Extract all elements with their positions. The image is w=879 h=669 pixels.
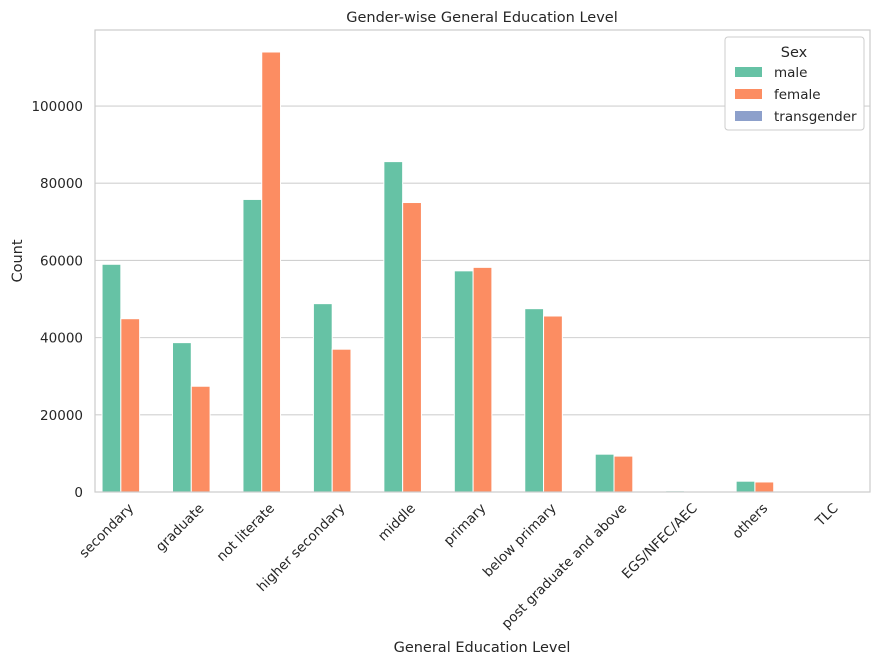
bar-female: [121, 319, 140, 492]
bar-male: [595, 454, 614, 492]
bar-female: [262, 52, 281, 492]
legend-label-male: male: [774, 65, 807, 81]
bar-female: [755, 482, 774, 492]
bar-female: [332, 349, 351, 492]
x-tick-label: post graduate and above: [499, 501, 631, 633]
y-tick-label: 80000: [40, 176, 83, 192]
legend-label-transgender: transgender: [774, 109, 857, 125]
y-tick-label: 60000: [40, 253, 83, 269]
legend: Sex male female transgender: [725, 37, 864, 130]
x-tick-label: secondary: [76, 501, 137, 562]
x-tick-label: primary: [441, 501, 490, 550]
x-tick-label: middle: [375, 501, 419, 545]
bar-male: [736, 481, 755, 492]
x-tick-label: not literate: [214, 501, 278, 565]
legend-label-female: female: [774, 87, 821, 103]
bar-female: [614, 456, 633, 492]
bar-female: [473, 267, 492, 492]
y-tick-labels: 0 20000 40000 60000 80000 100000: [31, 99, 83, 501]
bar-female: [544, 316, 563, 492]
legend-title: Sex: [781, 45, 808, 61]
x-tick-label: others: [729, 501, 771, 543]
bar-male: [313, 304, 332, 492]
y-tick-label: 100000: [31, 99, 83, 115]
y-axis-label: Count: [10, 239, 26, 282]
legend-swatch-female: [735, 89, 762, 99]
bar-male: [384, 162, 403, 492]
y-tick-label: 0: [74, 485, 83, 501]
bar-male: [102, 264, 121, 492]
x-axis-label: General Education Level: [394, 640, 571, 656]
bar-female: [403, 203, 422, 492]
x-tick-label: TLC: [812, 501, 842, 531]
bar-male: [454, 271, 473, 492]
chart-title: Gender-wise General Education Level: [346, 10, 618, 26]
bar-male: [525, 309, 544, 492]
x-tick-label: EGS/NFEC/AEC: [619, 501, 701, 583]
legend-swatch-male: [735, 67, 762, 77]
bar-male: [243, 199, 262, 492]
legend-swatch-transgender: [735, 111, 762, 121]
y-tick-label: 40000: [40, 331, 83, 347]
bar-female: [191, 386, 210, 492]
x-tick-label: below primary: [480, 501, 560, 581]
x-tick-label: graduate: [153, 501, 208, 556]
y-tick-label: 20000: [40, 408, 83, 424]
bar-male: [173, 343, 192, 492]
